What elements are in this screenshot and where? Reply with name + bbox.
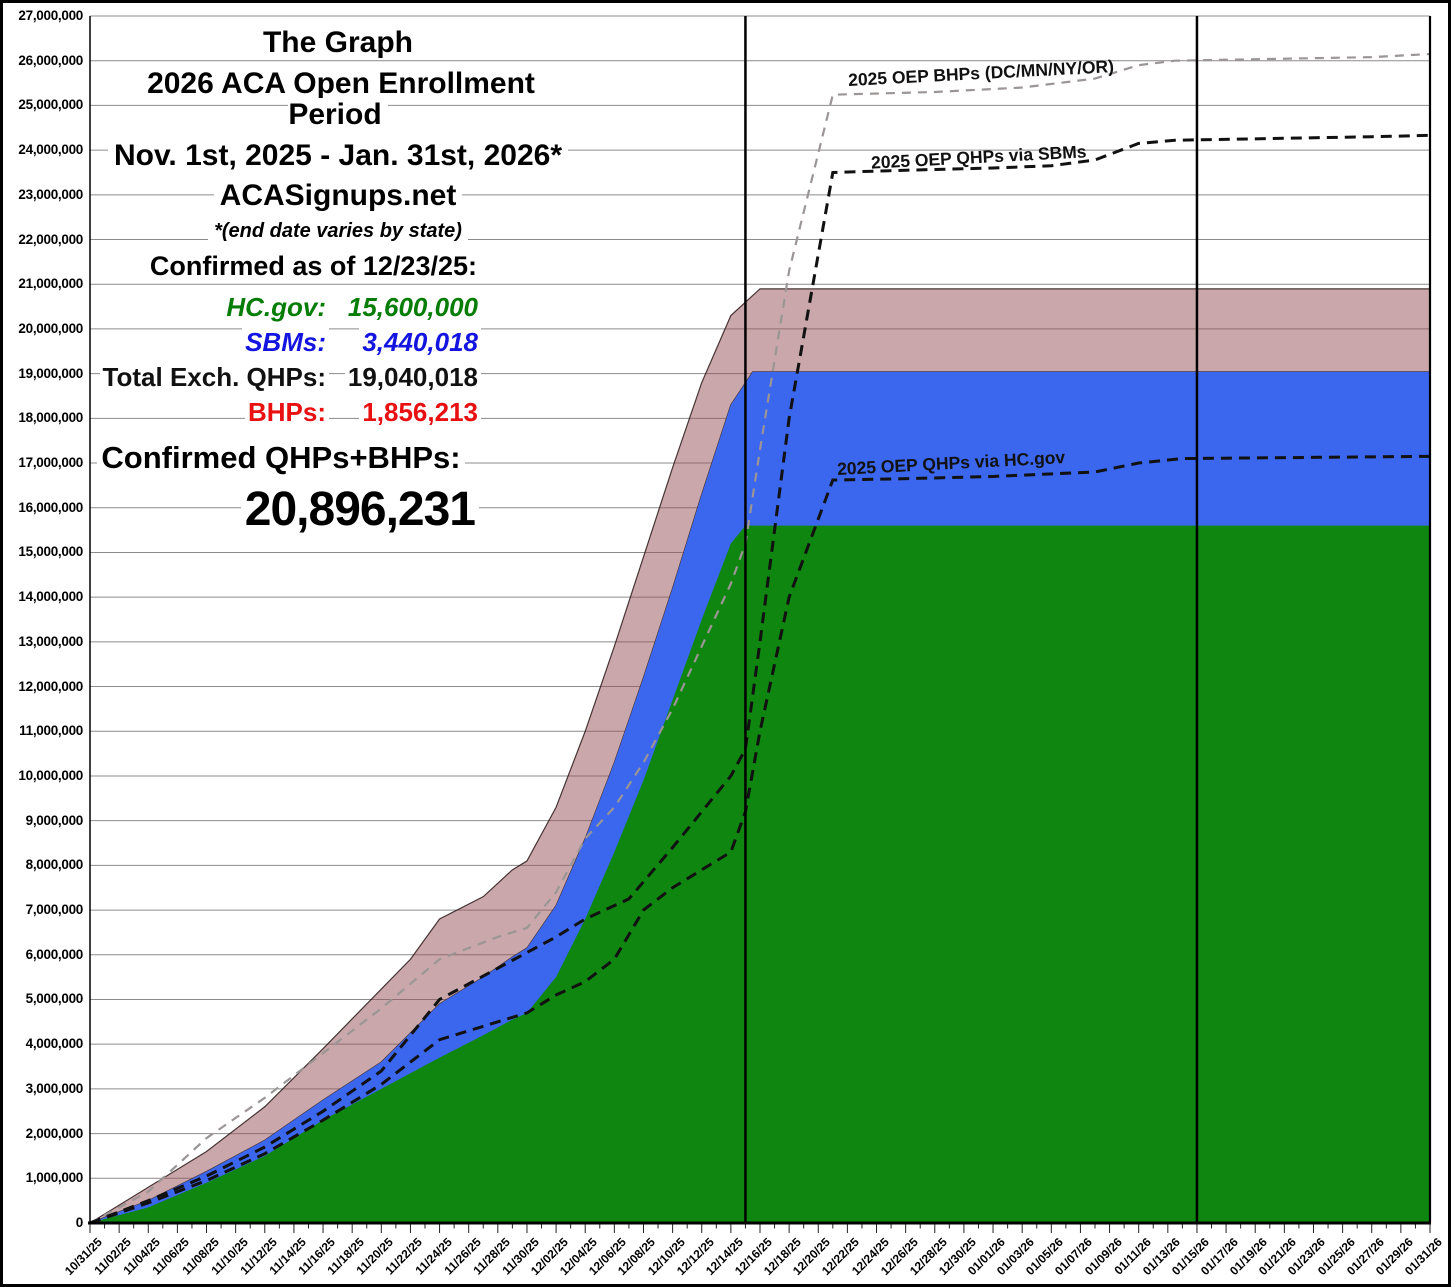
line-2025-sbm — [89, 133, 1431, 1225]
stat-value: 15,600,000 — [344, 292, 481, 322]
y-axis-label: 12,000,000 — [18, 678, 83, 694]
stat-label: BHPs: — [244, 395, 329, 430]
y-axis-label: 2,000,000 — [25, 1125, 84, 1141]
stat-row-1: SBMs: 3,440,018 — [81, 325, 481, 360]
y-axis-label: 3,000,000 — [25, 1080, 84, 1096]
stat-value: 19,040,018 — [344, 362, 481, 392]
y-axis-label: 22,000,000 — [18, 231, 83, 247]
stat-row-0: HC.gov: 15,600,000 — [81, 290, 481, 325]
y-axis-label: 23,000,000 — [18, 186, 83, 202]
stat-value: 1,856,213 — [359, 397, 481, 427]
y-axis-label: 15,000,000 — [18, 544, 83, 560]
title-line-3: Nov. 1st, 2025 - Jan. 31st, 2026* — [98, 138, 578, 172]
y-axis-label: 6,000,000 — [25, 946, 84, 962]
title-line-2: 2026 ACA Open Enrollment Period — [98, 66, 578, 131]
total-label: Confirmed QHPs+BHPs: — [81, 440, 481, 476]
y-axis-label: 7,000,000 — [25, 902, 84, 918]
y-axis-label: 0 — [75, 1215, 84, 1230]
stat-label: HC.gov: — [223, 290, 329, 325]
line-2025-hcgov — [89, 454, 1431, 1225]
stat-label: Total Exch. QHPs: — [99, 360, 329, 395]
chart-canvas — [88, 15, 1432, 1233]
stat-rows: HC.gov: 15,600,000 SBMs: 3,440,018 Total Exc… — [81, 290, 481, 430]
title-footnote: *(end date varies by state) — [98, 219, 578, 242]
y-axis-label: 8,000,000 — [25, 857, 84, 873]
stats-heading: Confirmed as of 12/23/25: — [81, 251, 481, 282]
stat-row-2: Total Exch. QHPs: 19,040,018 — [81, 360, 481, 395]
stat-value: 3,440,018 — [359, 327, 481, 357]
y-axis-label: 4,000,000 — [25, 1036, 84, 1052]
y-axis-label: 10,000,000 — [18, 767, 83, 783]
total-value: 20,896,231 — [81, 482, 481, 537]
y-axis-label: 17,000,000 — [18, 455, 83, 471]
y-axis-label: 21,000,000 — [18, 276, 83, 292]
stat-label: SBMs: — [242, 325, 329, 360]
y-axis-label: 27,000,000 — [18, 8, 83, 23]
title-line-1: The Graph — [98, 26, 578, 59]
y-axis-label: 14,000,000 — [18, 589, 83, 605]
y-axis-label: 13,000,000 — [18, 633, 83, 649]
stat-row-3: BHPs: 1,856,213 — [81, 395, 481, 430]
chart-title-block: The Graph 2026 ACA Open Enrollment Perio… — [98, 26, 578, 251]
confirmed-stats-block: Confirmed as of 12/23/25: HC.gov: 15,600,… — [81, 251, 481, 537]
y-axis-label: 26,000,000 — [18, 52, 83, 68]
y-axis-label: 9,000,000 — [25, 812, 84, 828]
y-axis-label: 20,000,000 — [18, 320, 83, 336]
y-axis-label: 11,000,000 — [19, 723, 83, 739]
y-axis-label: 16,000,000 — [18, 499, 83, 515]
site-name: ACASignups.net — [98, 179, 578, 212]
y-axis-label: 25,000,000 — [18, 97, 83, 113]
y-axis-label: 5,000,000 — [25, 991, 84, 1007]
y-axis-label: 24,000,000 — [18, 142, 83, 158]
y-axis-label: 1,000,000 — [25, 1170, 84, 1186]
area-2026-hcgov-qhps — [90, 525, 1430, 1223]
y-axis-label: 18,000,000 — [18, 410, 83, 426]
y-axis-label: 19,000,000 — [18, 365, 83, 381]
